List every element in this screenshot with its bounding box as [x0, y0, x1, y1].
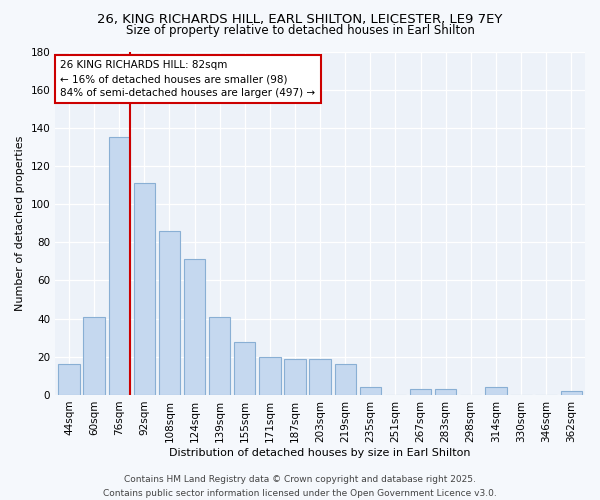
X-axis label: Distribution of detached houses by size in Earl Shilton: Distribution of detached houses by size … [169, 448, 471, 458]
Bar [259, 357, 281, 395]
Bar [234, 342, 256, 395]
Bar [58, 364, 80, 395]
Bar [310, 358, 331, 395]
Text: Size of property relative to detached houses in Earl Shilton: Size of property relative to detached ho… [125, 24, 475, 37]
Bar [560, 391, 582, 395]
Y-axis label: Number of detached properties: Number of detached properties [15, 136, 25, 311]
Bar [159, 231, 180, 395]
Bar [184, 260, 205, 395]
Bar [83, 316, 105, 395]
Text: Contains HM Land Registry data © Crown copyright and database right 2025.
Contai: Contains HM Land Registry data © Crown c… [103, 476, 497, 498]
Bar [410, 389, 431, 395]
Bar [209, 316, 230, 395]
Bar [109, 138, 130, 395]
Text: 26, KING RICHARDS HILL, EARL SHILTON, LEICESTER, LE9 7EY: 26, KING RICHARDS HILL, EARL SHILTON, LE… [97, 12, 503, 26]
Bar [485, 388, 506, 395]
Bar [335, 364, 356, 395]
Bar [435, 389, 457, 395]
Text: 26 KING RICHARDS HILL: 82sqm
← 16% of detached houses are smaller (98)
84% of se: 26 KING RICHARDS HILL: 82sqm ← 16% of de… [61, 60, 316, 98]
Bar [359, 388, 381, 395]
Bar [284, 358, 305, 395]
Bar [134, 183, 155, 395]
